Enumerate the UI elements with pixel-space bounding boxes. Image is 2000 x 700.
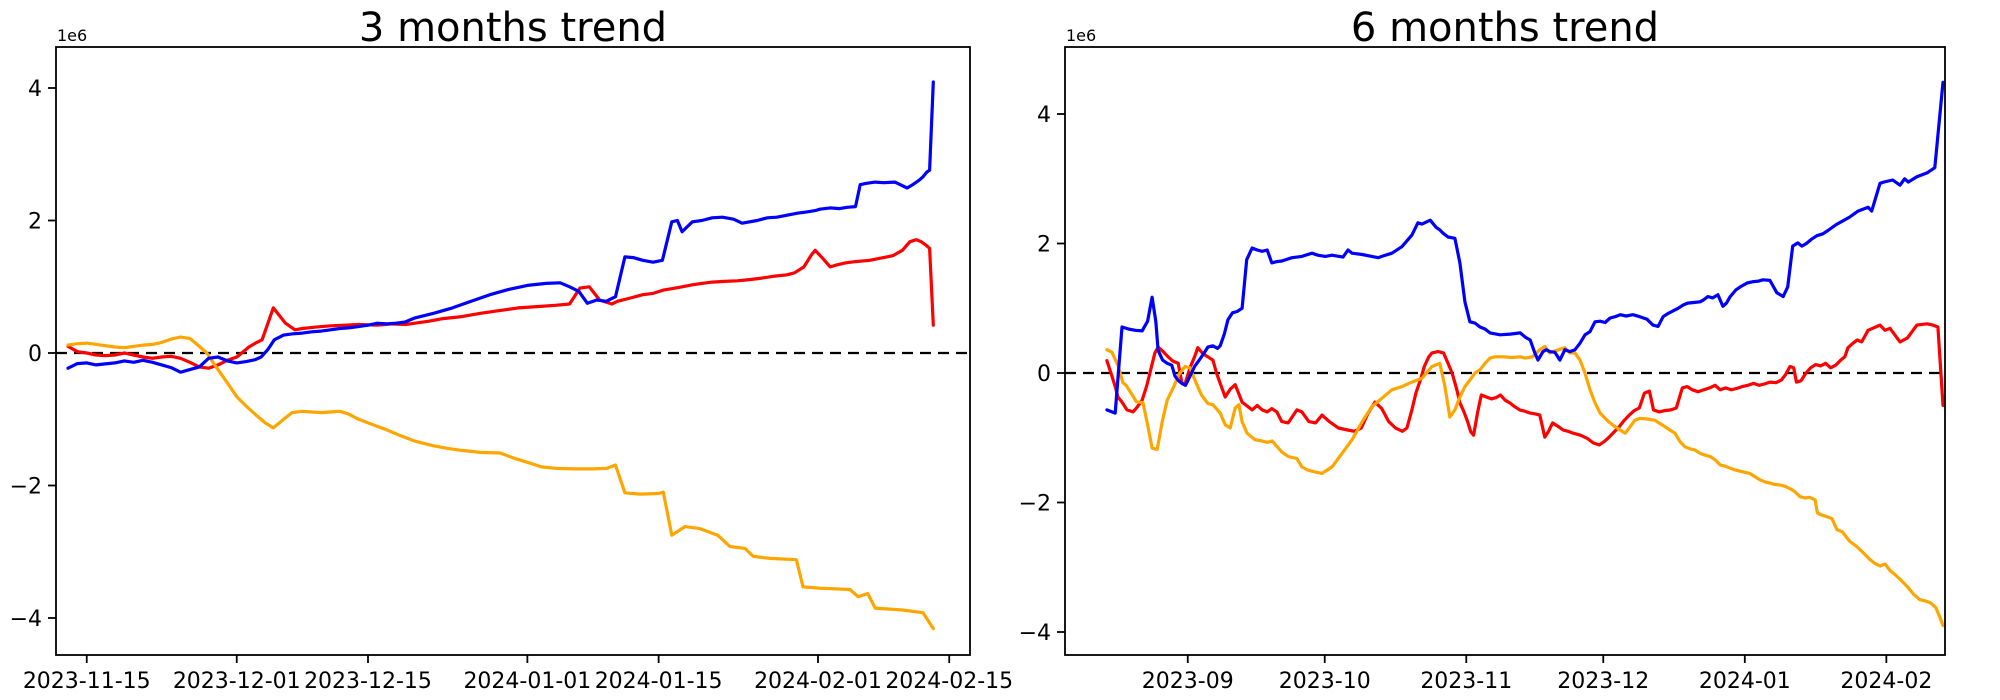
y-tick-label: 4 [1037,103,1051,128]
chart-6-months-group: 2023-09 2023-10 2023-11 2023-12 2024-01 2024-… [1019,26,1946,694]
x-tick-label: 2023-11 [1420,669,1512,694]
x-tick-label: 2024-01-15 [595,669,723,694]
y-axis-offset-label: 1e6 [1066,26,1096,45]
chart-3-months-group: 2023-11-15 2023-12-01 2023-12-15 2024-01-01… [10,26,1014,694]
y-tick-label: −4 [1019,621,1051,646]
y-tick-label: −4 [10,607,42,632]
x-tick-label: 2023-12-01 [173,669,301,694]
y-tick-label: 4 [28,77,42,102]
series-line-blue [1105,80,1945,415]
series-line-red [1105,322,1945,447]
series-line-blue [66,80,935,374]
y-tick-label: 2 [28,210,42,235]
x-tick-label: 2023-09 [1142,669,1234,694]
x-tick-label: 2024-01 [1699,669,1791,694]
y-axis-offset-label: 1e6 [57,26,87,45]
x-tick-label: 2024-02-01 [754,669,882,694]
x-tick-label: 2024-01-01 [463,669,591,694]
y-tick-label: 2 [1037,233,1051,258]
chart-title-6-months-trend: 6 months trend [1350,5,1660,51]
plot-border [55,46,971,656]
x-tick-label: 2023-12-15 [304,669,432,694]
y-tick-label: 0 [28,342,42,367]
x-tick-label: 2023-11-15 [23,669,151,694]
y-tick-label: 0 [1037,362,1051,387]
chart-title-3-months-trend: 3 months trend [358,5,668,51]
x-tick-label: 2024-02 [1840,669,1932,694]
y-tick-label: −2 [1019,492,1051,517]
y-tick-label: −2 [10,475,42,500]
x-tick-label: 2023-10 [1279,669,1371,694]
series-line-orange [66,335,935,631]
plot-border [1064,46,1946,656]
series-line-red [66,238,935,370]
x-tick-label: 2024-02-15 [885,669,1013,694]
x-tick-label: 2023-12 [1557,669,1649,694]
